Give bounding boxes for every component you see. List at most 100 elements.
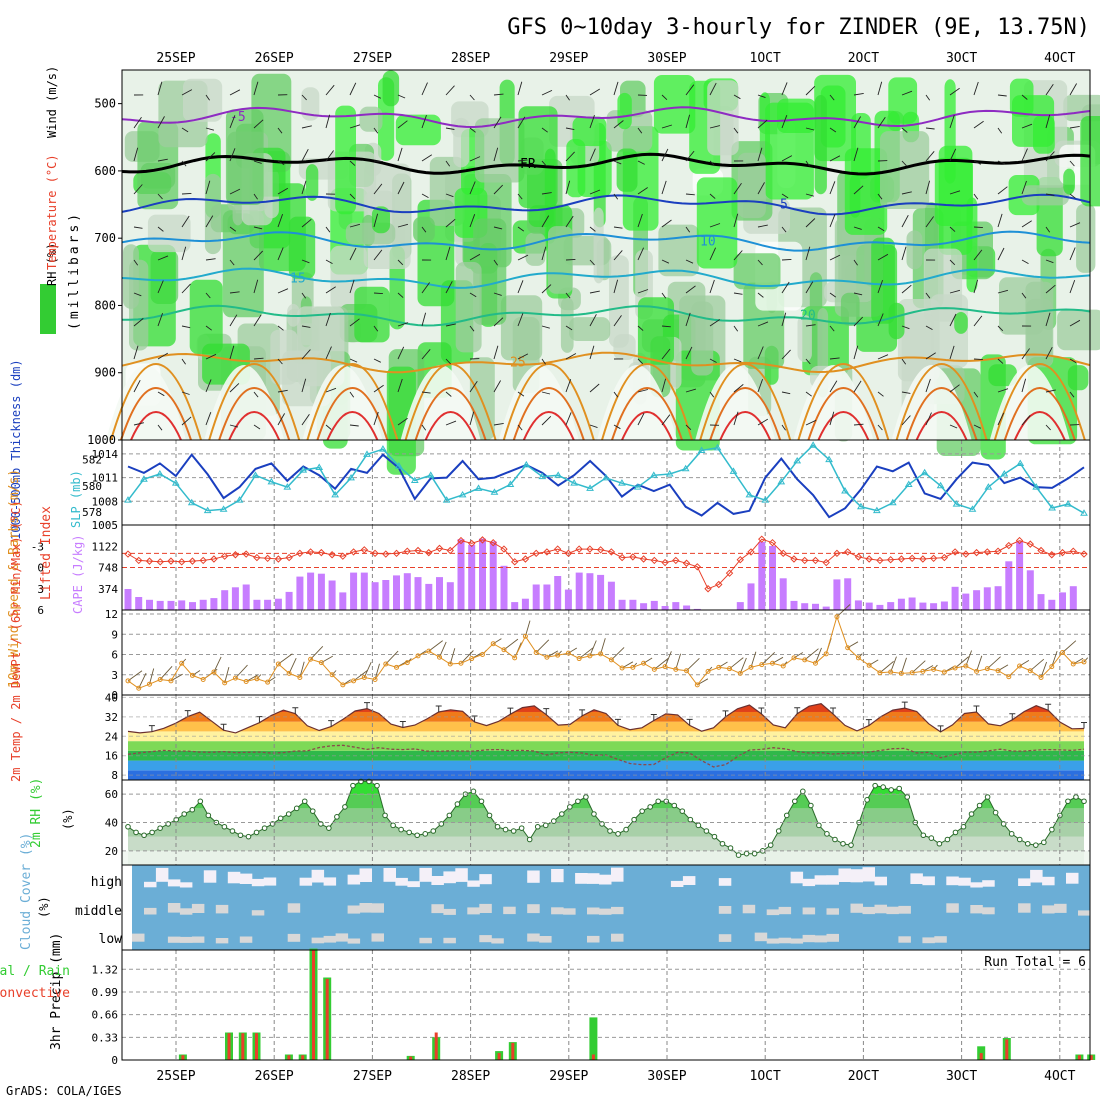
wind-barb: [205, 127, 215, 131]
rh-shade-patch: [765, 102, 814, 200]
rh-point: [157, 825, 163, 831]
cape-bar: [210, 598, 218, 610]
li-point: [962, 550, 970, 558]
wind-barb: [421, 312, 427, 327]
rh-tick: 40: [105, 817, 118, 830]
top-date-label: 1OCT: [750, 51, 781, 66]
precip-conv-bar: [241, 1033, 245, 1060]
wind-barb: [253, 119, 264, 129]
rh-shade-patch: [147, 214, 191, 253]
wind-barb: [469, 94, 475, 101]
surface-wind-barb: [192, 670, 201, 676]
wind-barb: [469, 292, 477, 298]
wind-speed-point: [189, 672, 195, 678]
cape-bar: [876, 604, 884, 610]
wind-barb: [469, 127, 476, 133]
thickness-point: [171, 479, 180, 486]
cloud-fraction-cell: [395, 877, 408, 886]
wind-speed-point: [1038, 674, 1044, 680]
thickness-point: [203, 506, 212, 514]
rh-band: [128, 808, 1084, 823]
wind-barb: [565, 180, 571, 195]
isotherm-line: [121, 193, 1091, 216]
wind-barb: [757, 119, 768, 129]
temp-band: [128, 760, 1084, 771]
minmax-marker: [364, 702, 370, 709]
wind-speed-point: [565, 650, 571, 656]
wind-barb: [757, 94, 766, 99]
rh-shade-patch: [572, 116, 607, 147]
cloud-fraction-cell: [155, 867, 169, 882]
wind-barb: [517, 81, 523, 96]
warm-layer-hump: [302, 365, 383, 440]
wind-barb: [973, 424, 981, 429]
rh-shade-patch: [474, 118, 525, 183]
cape-bar: [446, 582, 454, 610]
wind-barb: [421, 282, 430, 294]
wind-barb: [949, 384, 960, 393]
cloud-fraction-cell: [814, 875, 828, 885]
wind-speed-point: [802, 657, 808, 663]
wind-barb: [373, 127, 379, 134]
temp-band: [128, 721, 1084, 732]
li-point: [1080, 550, 1088, 558]
li-tick: -3: [31, 540, 44, 553]
wind-barb: [661, 124, 673, 129]
rh-point: [992, 809, 999, 816]
surface-wind-barb: [288, 658, 297, 674]
li-point: [231, 551, 240, 559]
wind-barb: [901, 160, 907, 167]
rh-point: [575, 798, 581, 805]
rh-shade-patch: [814, 95, 827, 195]
surface-wind-barb: [138, 672, 147, 689]
wind-speed-point: [823, 651, 829, 657]
rh-point: [743, 850, 750, 857]
wind-speed-point: [952, 665, 958, 671]
wind-barb: [325, 424, 332, 430]
rh-shade-patch: [1063, 94, 1100, 122]
rh-point: [342, 804, 348, 810]
rh-shade-patch: [880, 131, 930, 209]
rh-point: [494, 823, 501, 830]
wind-barb: [877, 424, 883, 431]
temp-series-line: [127, 703, 1085, 734]
surface-wind-barb: [664, 651, 672, 667]
wind-barb: [565, 94, 570, 101]
wind-barb: [445, 218, 456, 228]
rh-shade-patch: [707, 80, 739, 156]
cape-bar: [769, 546, 776, 610]
rh-point: [197, 798, 204, 805]
cloud-fraction-cell: [982, 907, 995, 915]
li-point: [274, 555, 283, 563]
cape-bar: [371, 582, 379, 610]
li-point: [639, 555, 648, 563]
wind-barb: [157, 158, 168, 162]
li-point: [489, 539, 497, 547]
cape-bar: [414, 577, 422, 610]
cape-bar: [1069, 586, 1077, 610]
warm-isotherm-arc: [120, 387, 192, 441]
wind-barb: [997, 127, 1003, 134]
wind-barb: [133, 147, 139, 162]
wind-speed-point: [780, 663, 786, 669]
rh-point: [888, 787, 894, 793]
cloud-fraction-cell: [587, 907, 600, 915]
li-point: [1026, 540, 1034, 548]
wind-barb: [277, 247, 284, 261]
cloud-fraction-cell: [551, 869, 564, 883]
wind-barb: [133, 318, 144, 327]
wind-barb: [1069, 391, 1075, 398]
thickness-tick: 578: [82, 506, 102, 519]
surface-wind-barb: [374, 663, 380, 680]
surface-wind-barb: [879, 661, 894, 674]
rh-shade-patch: [548, 226, 573, 294]
cape-bar: [661, 606, 669, 610]
wind-barb: [949, 87, 960, 96]
wind-barb: [949, 345, 955, 360]
cloud-fraction-cell: [826, 908, 839, 915]
cloud-fraction-cell: [970, 905, 983, 914]
rh-shade-patch: [1009, 78, 1034, 117]
minmax-marker: [435, 705, 442, 712]
surface-wind-barb: [1083, 657, 1089, 663]
